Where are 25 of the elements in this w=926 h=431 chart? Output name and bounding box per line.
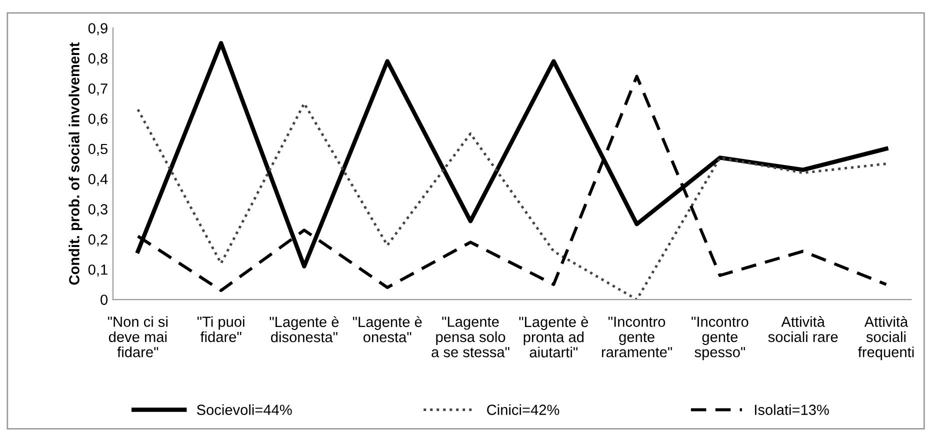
y-tick-label: 0,1 xyxy=(88,264,108,277)
y-tick-label: 0,7 xyxy=(88,83,108,96)
legend-label: Isolati=13% xyxy=(754,404,829,415)
x-tick-label: "Ti puoi fidare" xyxy=(197,316,244,342)
x-tick-label: "Lagente pensa solo a se stessa" xyxy=(432,316,510,358)
x-tick-label: "Incontro gente raramente" xyxy=(602,316,672,358)
y-tick-label: 0,5 xyxy=(88,144,108,156)
y-tick-label: 0,4 xyxy=(88,174,108,186)
x-tick-label: Attività sociali frequenti xyxy=(858,316,914,360)
x-tick-label: "Non ci si deve mai fidare" xyxy=(108,316,168,358)
x-tick-label: "Lagente è pronta ad aiutarti" xyxy=(519,316,588,358)
y-tick-label: 0,3 xyxy=(88,204,108,216)
y-tick-label: 0,9 xyxy=(88,23,108,36)
x-tick-label: "Lagente è onesta" xyxy=(352,316,422,342)
line-series xyxy=(136,102,888,300)
legend-label: Socievoli=44% xyxy=(196,404,292,415)
y-axis-title: Condit. prob. of social involvement xyxy=(68,42,82,285)
legend-label: Cinici=42% xyxy=(487,404,560,415)
x-tick-label: Attività sociali rare xyxy=(768,316,838,342)
y-tick-label: 0 xyxy=(100,294,108,305)
x-tick-label: "Incontro gente spesso" xyxy=(692,316,748,360)
y-tick-label: 0,2 xyxy=(88,234,108,246)
y-tick-label: 0,6 xyxy=(88,114,108,126)
x-tick-label: "Lagente è disonesta" xyxy=(270,316,339,342)
y-tick-label: 0,8 xyxy=(88,53,108,66)
